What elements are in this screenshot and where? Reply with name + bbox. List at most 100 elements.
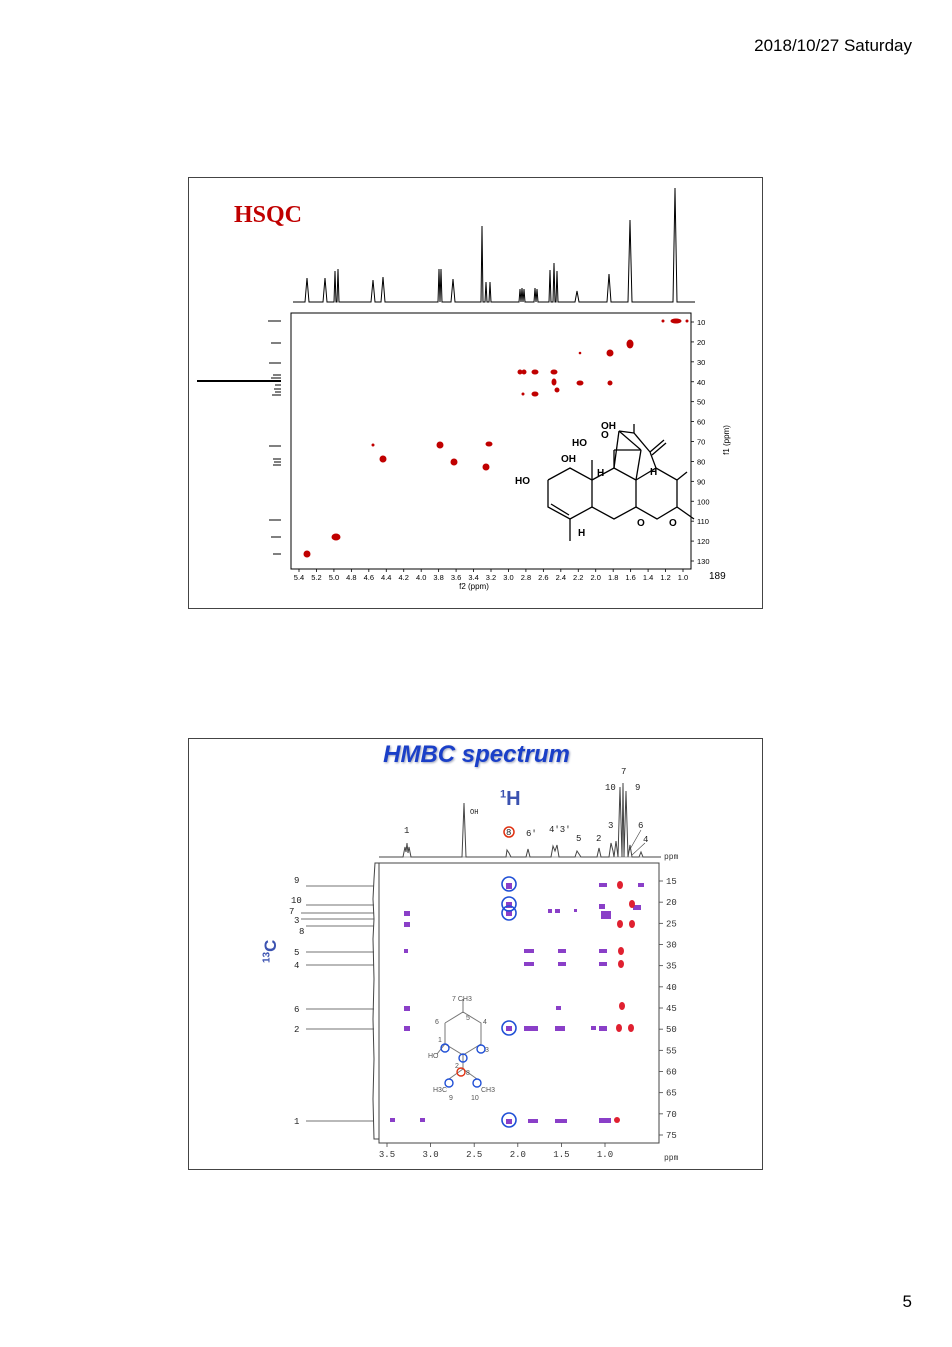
hmbc-peak (528, 1119, 538, 1123)
hmbc-peak (506, 1119, 512, 1124)
structure-label: HO (572, 438, 587, 449)
hsqc-peak (626, 339, 634, 349)
hsqc-x-tick-label: 2.6 (538, 573, 548, 582)
hsqc-x-tick-label: 1.0 (678, 573, 688, 582)
hmbc-peak (599, 949, 607, 953)
hmbc-y-tick-label: 55 (666, 1046, 677, 1056)
hmbc-peak (524, 1026, 538, 1031)
c-peak-label: 9 (294, 876, 299, 886)
c-peak-label: 7 (289, 907, 294, 917)
hsqc-1h-projection (293, 187, 695, 303)
hmbc-peak (599, 883, 607, 887)
hsqc-peak (661, 319, 665, 323)
h-axis-sup: 1 (500, 788, 507, 801)
hsqc-y-tick-label: 60 (697, 418, 705, 427)
structure-label: OH (561, 454, 576, 465)
hmbc-peak (506, 910, 512, 916)
hmbc-y-tick-label: 40 (666, 983, 677, 993)
h-peak-label: OH (470, 809, 478, 817)
hmbc-peak (404, 911, 410, 916)
hmbc-peak (633, 905, 641, 910)
hmbc-peak (599, 1118, 611, 1123)
structure-label: CH3 (481, 1087, 495, 1094)
hmbc-structure-drawing (436, 999, 482, 1080)
hsqc-x-tick-label: 2.8 (521, 573, 531, 582)
h-axis-letter: H (506, 788, 521, 810)
hmbc-peak (556, 1006, 561, 1010)
structure-label: OH (601, 421, 616, 432)
structure-label: 3 (485, 1047, 489, 1054)
hsqc-peak (531, 391, 539, 397)
c-peak-label: 2 (294, 1025, 299, 1035)
hsqc-x-tick-label: 4.0 (416, 573, 426, 582)
hsqc-y-tick-label: 10 (697, 318, 705, 327)
hmbc-13c-peak-lines (301, 885, 374, 1122)
hsqc-peak (485, 441, 493, 447)
hsqc-x-tick-label: 3.8 (433, 573, 443, 582)
structure-label: 8 (466, 1070, 470, 1077)
hmbc-peak (629, 920, 635, 928)
hmbc-h-axis-title: 1H (500, 788, 521, 811)
hsqc-peak (578, 351, 582, 355)
structure-highlight-circle (444, 1078, 454, 1088)
structure-label: HO (428, 1053, 439, 1060)
c-axis-sup: 13 (261, 951, 273, 963)
hsqc-y-axis-label: f1 (ppm) (722, 425, 731, 455)
hmbc-peak (548, 909, 552, 913)
hsqc-x-tick-label: 4.8 (346, 573, 356, 582)
hmbc-peak (555, 909, 560, 913)
h-peak-label: 2 (596, 834, 601, 844)
structure-label: H (650, 467, 657, 478)
hmbc-x-tick-label: 3.0 (422, 1150, 438, 1160)
hmbc-x-tick-label: 1.5 (553, 1150, 569, 1160)
hsqc-structure-drawing (547, 424, 695, 541)
hmbc-y-tick-label: 20 (666, 898, 677, 908)
hsqc-y-tick-label: 80 (697, 457, 705, 466)
hsqc-peak (670, 318, 682, 324)
structure-highlight-circle (472, 1078, 482, 1088)
hmbc-peak (614, 1117, 620, 1123)
hmbc-y-tick-label: 60 (666, 1068, 677, 1078)
h-peak-label: 1 (404, 826, 409, 836)
hsqc-peak (550, 369, 558, 375)
hmbc-h-leader-lines (628, 829, 646, 856)
hmbc-peak (524, 962, 534, 966)
hsqc-cross-peaks (303, 318, 689, 558)
hmbc-peak (629, 900, 635, 908)
c-peak-label: 8 (299, 927, 304, 937)
hsqc-x-tick-label: 2.4 (556, 573, 566, 582)
hsqc-peak (371, 443, 375, 447)
hsqc-x-tick-label: 3.6 (451, 573, 461, 582)
hmbc-x-tick-label: 1.0 (597, 1150, 613, 1160)
hsqc-y-tick-label: 90 (697, 477, 705, 486)
hmbc-peak (555, 1119, 567, 1123)
hmbc-peak (420, 1118, 425, 1122)
hmbc-peak (599, 1026, 607, 1031)
hsqc-y-tick-label: 130 (697, 557, 710, 566)
hmbc-peak (574, 909, 577, 912)
hsqc-y-tick-label: 110 (697, 517, 709, 526)
hsqc-x-tick-label: 2.0 (591, 573, 601, 582)
c-peak-label: 4 (294, 961, 299, 971)
structure-highlight-circle (476, 1044, 486, 1054)
hmbc-y-tick-label: 75 (666, 1131, 677, 1141)
h-peak-label: 7 (621, 767, 626, 777)
hmbc-peak (558, 962, 566, 966)
hsqc-peak (482, 463, 490, 471)
hmbc-x-unit: ppm (664, 1154, 679, 1163)
hmbc-peak (599, 904, 605, 909)
structure-label: H (578, 528, 585, 539)
structure-label: 6 (435, 1019, 439, 1026)
hmbc-peak (599, 962, 607, 966)
hsqc-peak (531, 369, 539, 375)
hmbc-peak-8-circle (503, 826, 515, 838)
hmbc-peak (619, 1002, 625, 1010)
hmbc-y-tick-label: 30 (666, 941, 677, 951)
hsqc-peak (450, 458, 458, 466)
hmbc-peak (506, 1026, 512, 1031)
hsqc-peak (436, 441, 444, 449)
hsqc-peak (517, 369, 523, 375)
hmbc-x-tick-label: 3.5 (379, 1150, 395, 1160)
hsqc-x-tick-label: 1.4 (643, 573, 653, 582)
hmbc-c-axis-title: 13C (261, 940, 281, 963)
